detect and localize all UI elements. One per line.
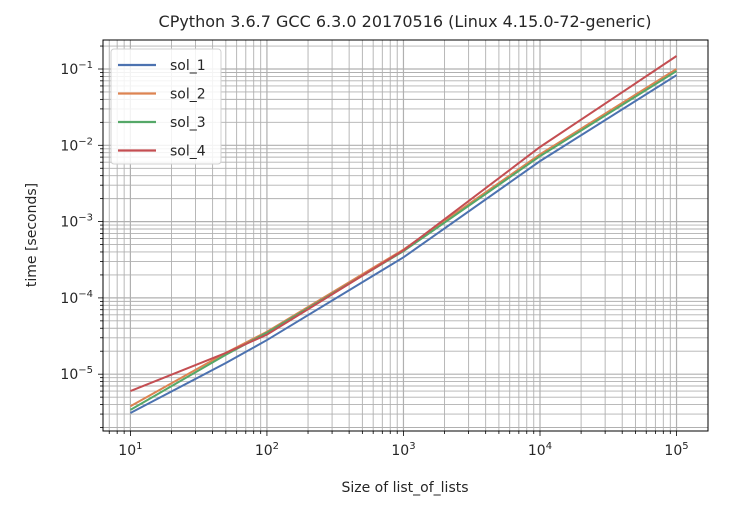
y-tick-label: 10−1: [60, 60, 93, 78]
series-line-sol-2: [129, 68, 678, 408]
series-line-sol-1: [129, 74, 678, 414]
series-lines: [129, 55, 678, 414]
chart-title: CPython 3.6.7 GCC 6.3.0 20170516 (Linux …: [159, 12, 652, 31]
x-tick-label: 101: [118, 441, 142, 459]
y-tick-label: 10−2: [60, 136, 93, 154]
x-axis-label: Size of list_of_lists: [341, 480, 468, 496]
y-axis-label: time [seconds]: [24, 183, 40, 287]
legend-label: sol_2: [170, 87, 206, 103]
series-line-sol-4: [130, 55, 678, 393]
legend-label: sol_4: [170, 144, 206, 160]
axes-frame: [102, 39, 709, 432]
x-tick-label: 103: [391, 441, 415, 459]
x-tick-label: 105: [664, 441, 688, 459]
legend-label: sol_1: [170, 58, 206, 74]
y-tick-label: 10−5: [60, 365, 93, 383]
ticks: 101 102 103 104 105 10−1 10−2 10−3 10−4 10−5: [60, 45, 689, 459]
legend-box: [110, 48, 222, 165]
x-tick-label: 102: [255, 441, 279, 459]
y-tick-label: 10−4: [60, 289, 93, 307]
x-tick-label: 104: [528, 441, 552, 459]
y-tick-label: 10−3: [60, 213, 93, 231]
legend-label: sol_3: [170, 115, 206, 131]
legend: sol_1 sol_2 sol_3 sol_4: [110, 48, 222, 165]
